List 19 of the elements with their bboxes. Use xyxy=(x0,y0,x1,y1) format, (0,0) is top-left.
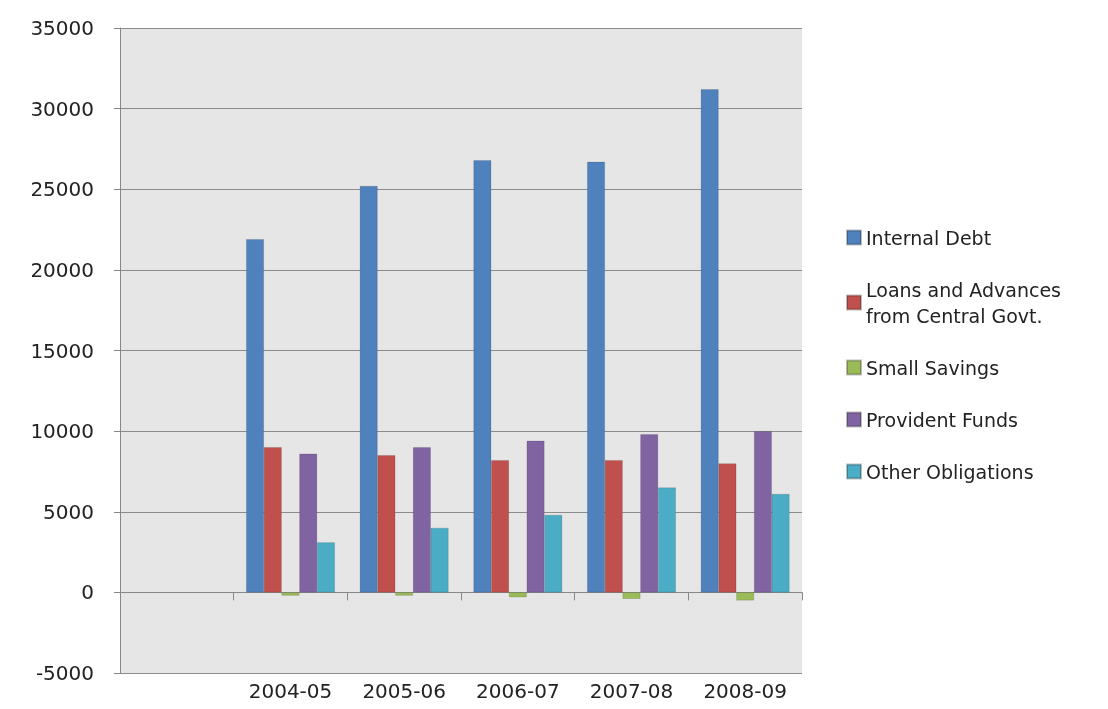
x-tick-label: 2004-05 xyxy=(248,679,333,703)
x-tick-label: 2006-07 xyxy=(476,679,560,703)
legend-label: Other Obligations xyxy=(866,460,1034,483)
x-tick-label: 2005-06 xyxy=(362,679,446,703)
y-tick-label: 30000 xyxy=(30,96,94,121)
x-tick-label: 2007-08 xyxy=(589,679,674,703)
y-tick-label: 35000 xyxy=(30,16,94,40)
x-tick-label: 2008-09 xyxy=(703,679,787,703)
legend-label: Small Savings xyxy=(866,356,1000,379)
y-tick-label: -5000 xyxy=(35,661,94,685)
legend-label: Loans and Advances from Central Govt. xyxy=(866,278,1068,327)
y-tick-label: 5000 xyxy=(43,499,94,524)
y-tick-label: 10000 xyxy=(30,419,94,444)
y-tick-label: 25000 xyxy=(30,177,94,202)
y-tick-label: 15000 xyxy=(30,338,94,363)
y-tick-label: 0 xyxy=(81,580,94,605)
legend-label: Internal Debt xyxy=(866,226,992,249)
legend-label: Provident Funds xyxy=(866,408,1018,431)
y-tick-label: 20000 xyxy=(30,257,94,282)
